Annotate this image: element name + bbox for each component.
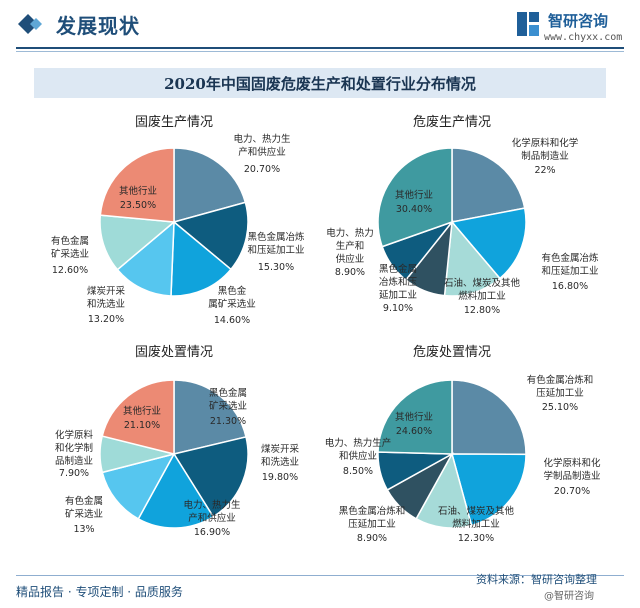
- main-title: 2020年中国固废危废生产和处置行业分布情况: [164, 75, 476, 93]
- slice-label: 黑色金属矿采选业: [208, 285, 256, 310]
- slice-label: 其他行业: [123, 405, 161, 417]
- slice-label: 化学原料和化学制品制造业: [55, 429, 94, 467]
- top-bar: 发展现状 智研咨询 www.chyxx.com: [0, 0, 640, 52]
- slice-label: 电力、热力生产和供应业: [183, 499, 241, 524]
- slice-value-label: 12.80%: [464, 305, 500, 316]
- slice-label: 黑色金属冶炼和压延加工业: [379, 263, 418, 301]
- pie-title: 固废生产情况: [135, 114, 213, 130]
- footer-slogan: 精品报告 · 专项定制 · 品质服务: [16, 585, 183, 599]
- slice-value-label: 15.30%: [258, 262, 294, 273]
- slice-value-label: 8.90%: [335, 267, 365, 278]
- footer: 精品报告 · 专项定制 · 品质服务 资料来源：智研咨询整理 @智研咨询: [0, 571, 640, 608]
- slice-value-label: 16.80%: [552, 281, 588, 292]
- slice-label: 化学原料和化学制品制造业: [543, 457, 601, 482]
- slice-value-label: 19.80%: [262, 472, 298, 483]
- slice-value-label: 23.50%: [120, 200, 156, 211]
- slice-label: 有色金属矿采选业: [51, 235, 89, 260]
- slice-label: 化学原料和化学制品制造业: [512, 137, 579, 162]
- slice-label: 煤炭开采和洗选业: [261, 443, 300, 468]
- source-note: 资料来源：智研咨询整理: [476, 573, 597, 586]
- pie-title: 危废处置情况: [413, 344, 491, 360]
- slice-label: 黑色金属冶炼和压延加工业: [339, 505, 406, 530]
- pie-slice[interactable]: [451, 147, 526, 223]
- slice-label: 有色金属冶炼和压延加工业: [527, 374, 594, 399]
- slice-value-label: 12.60%: [52, 265, 88, 276]
- slice-label: 其他行业: [395, 189, 433, 201]
- slice-value-label: 21.10%: [124, 420, 160, 431]
- pie-title: 固废处置情况: [135, 344, 213, 360]
- diamond-logo-icon: [18, 14, 42, 34]
- footer-credit: @智研咨询: [544, 591, 594, 602]
- pie-slice[interactable]: [99, 214, 176, 271]
- slice-value-label: 13.20%: [88, 314, 124, 325]
- slice-value-label: 21.30%: [210, 416, 246, 427]
- brand-url[interactable]: www.chyxx.com: [544, 32, 623, 43]
- slice-label: 黑色金属冶炼和压延加工业: [247, 231, 305, 256]
- brand-mark-icon: [517, 12, 539, 36]
- slice-value-label: 22%: [534, 165, 555, 176]
- section-title: 发展现状: [56, 14, 140, 38]
- slice-label: 石油、煤炭及其他燃料加工业: [444, 277, 521, 302]
- pie-slice[interactable]: [101, 379, 175, 455]
- pie-slice[interactable]: [172, 201, 249, 271]
- slice-value-label: 16.90%: [194, 527, 230, 538]
- slice-label: 电力、热力生产和供应业: [325, 437, 392, 462]
- slice-label: 电力、热力生产和供应业: [233, 133, 291, 158]
- footer-divider: [16, 575, 624, 576]
- slice-label: 其他行业: [395, 411, 433, 423]
- pie-slice[interactable]: [377, 147, 453, 248]
- brand-logo[interactable]: 智研咨询 www.chyxx.com: [514, 8, 634, 48]
- slice-value-label: 9.10%: [383, 303, 413, 314]
- pie-slice[interactable]: [443, 220, 501, 297]
- pie-slice[interactable]: [451, 379, 527, 456]
- slice-label: 煤炭开采和洗选业: [87, 285, 126, 310]
- pie-slice[interactable]: [173, 147, 247, 223]
- slice-value-label: 13%: [73, 524, 94, 535]
- slice-label: 其他行业: [119, 185, 157, 197]
- slice-value-label: 20.70%: [554, 486, 590, 497]
- slice-value-label: 25.10%: [542, 402, 578, 413]
- slice-value-label: 8.50%: [343, 466, 373, 477]
- pie-slice[interactable]: [137, 452, 215, 529]
- slice-label: 石油、煤炭及其他燃料加工业: [438, 505, 515, 530]
- pie-title: 危废生产情况: [413, 114, 491, 130]
- pie-slice[interactable]: [173, 379, 247, 455]
- pie-slice[interactable]: [451, 453, 527, 527]
- slice-value-label: 30.40%: [396, 204, 432, 215]
- pie-slice[interactable]: [101, 452, 176, 520]
- slice-value-label: 24.60%: [396, 426, 432, 437]
- slice-label: 有色金属冶炼和压延加工业: [541, 252, 599, 277]
- slice-value-label: 14.60%: [214, 315, 250, 326]
- slice-value-label: 20.70%: [244, 164, 280, 175]
- slice-value-label: 8.90%: [357, 533, 387, 544]
- pie-slice[interactable]: [116, 220, 175, 297]
- pie-slice[interactable]: [377, 379, 453, 455]
- slice-label: 有色金属矿采选业: [65, 495, 103, 520]
- pie-slice[interactable]: [172, 436, 249, 518]
- slice-label: 电力、热力生产和供应业: [326, 227, 374, 265]
- slice-label: 黑色金属矿采选业: [209, 387, 247, 412]
- brand-name: 智研咨询: [548, 12, 609, 30]
- header-divider: [16, 47, 624, 49]
- main-title-box: 2020年中国固废危废生产和处置行业分布情况: [34, 68, 606, 98]
- slice-value-label: 12.30%: [458, 533, 494, 544]
- header-divider-thin: [16, 51, 624, 52]
- pie-slice[interactable]: [450, 207, 527, 280]
- pie-slice[interactable]: [99, 147, 175, 223]
- slice-value-label: 7.90%: [59, 468, 89, 479]
- pie-slice[interactable]: [170, 220, 232, 297]
